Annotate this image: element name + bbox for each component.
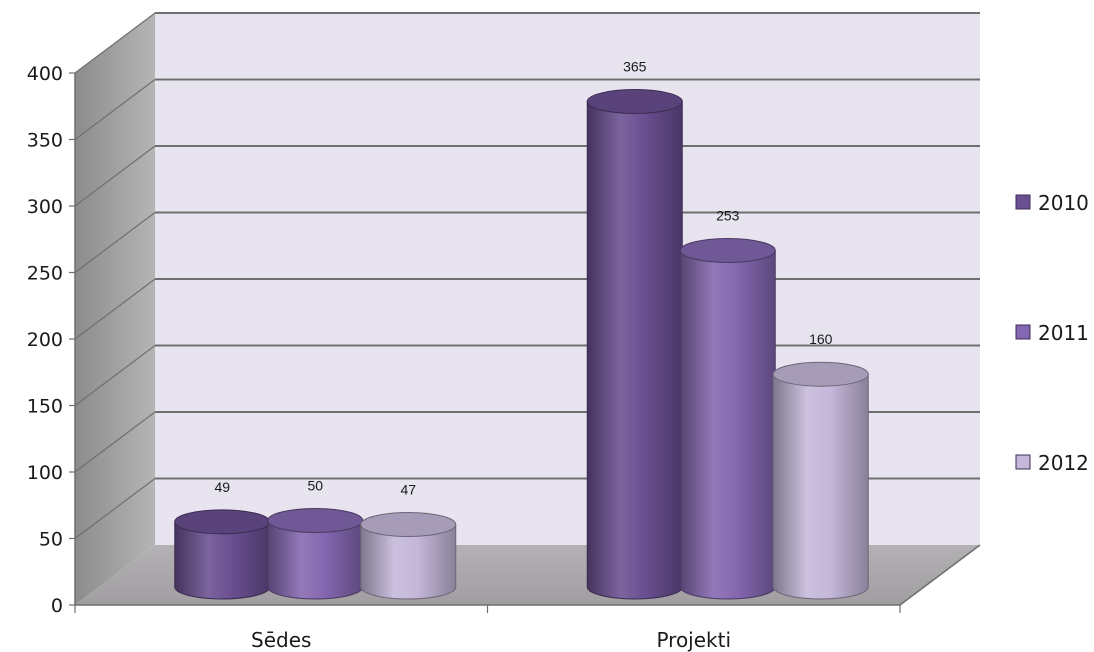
- bar-body: [174, 521, 271, 600]
- bar: [267, 508, 364, 600]
- data-label: 50: [307, 478, 323, 494]
- bar-body: [772, 373, 869, 600]
- bar-top: [772, 361, 869, 387]
- y-tick-label: 50: [39, 529, 63, 551]
- bar-top: [174, 509, 271, 535]
- bar-top: [360, 511, 457, 537]
- legend-item: 2012: [1015, 451, 1089, 475]
- bar-top: [586, 89, 683, 115]
- y-tick-label: 400: [27, 63, 63, 85]
- gridline-side: [74, 278, 156, 340]
- legend: 2010 2011 2012: [1015, 191, 1089, 475]
- legend-label: 2011: [1038, 321, 1089, 345]
- legend-swatch: [1015, 194, 1031, 210]
- x-tick-label: Sēdes: [251, 628, 311, 652]
- gridline-side: [74, 79, 156, 140]
- gridline-side: [74, 345, 156, 406]
- bar: [772, 361, 869, 600]
- legend-label: 2010: [1038, 191, 1089, 215]
- y-tick-label: 100: [27, 462, 63, 484]
- gridline-side: [74, 212, 156, 273]
- bar: [679, 238, 776, 600]
- gridlines: [74, 12, 980, 539]
- bar-body: [586, 101, 683, 600]
- floor-edge: [899, 544, 981, 606]
- bars: [174, 89, 869, 600]
- bar: [174, 509, 271, 600]
- legend-swatch: [1015, 324, 1031, 340]
- bar-top: [679, 238, 776, 264]
- gridline-side: [74, 411, 156, 473]
- y-tick-label: 150: [27, 396, 63, 418]
- legend-swatch: [1015, 454, 1031, 470]
- x-tick-label: Projekti: [656, 628, 731, 652]
- bar-body: [360, 523, 457, 600]
- gridline-side: [74, 145, 156, 207]
- data-label: 253: [716, 208, 740, 224]
- axes: 0 50 100 150 200 250 300 350 400 Sēdes Projekti: [27, 63, 981, 652]
- bar: [586, 89, 683, 600]
- bar: [360, 511, 457, 600]
- y-tick-label: 350: [27, 130, 63, 152]
- gridline-side: [74, 12, 156, 74]
- data-label: 47: [400, 481, 416, 497]
- y-tick-label: 0: [51, 595, 63, 617]
- data-labels: 49 50 47 365 253 160: [214, 59, 832, 498]
- legend-item: 2010: [1015, 191, 1089, 215]
- bar-top: [267, 508, 364, 533]
- y-tick-label: 300: [27, 196, 63, 218]
- y-tick-label: 250: [27, 263, 63, 285]
- data-label: 160: [809, 331, 833, 347]
- legend-item: 2011: [1015, 321, 1089, 345]
- gridline-side: [74, 478, 156, 539]
- bar-body: [267, 520, 364, 600]
- bar-body: [679, 250, 776, 600]
- data-label: 49: [214, 479, 230, 495]
- y-tick-label: 200: [27, 329, 63, 351]
- data-label: 365: [623, 59, 647, 75]
- legend-label: 2012: [1038, 451, 1089, 475]
